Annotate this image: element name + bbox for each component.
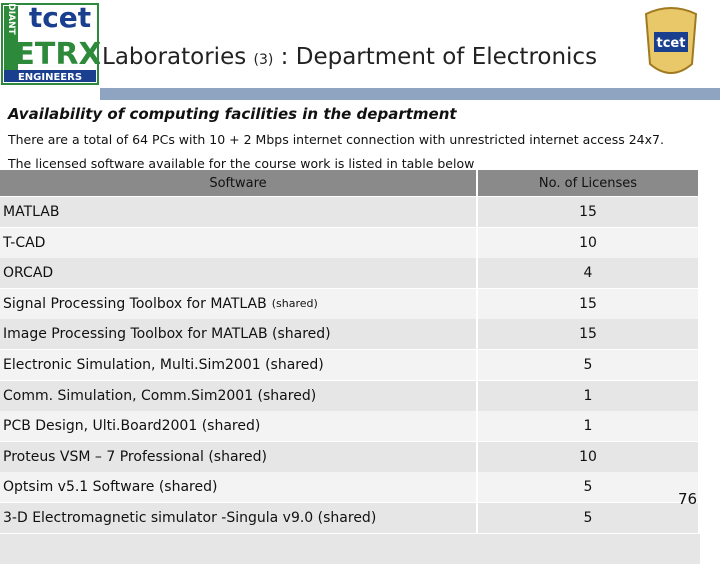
software-text: (shared) — [271, 297, 318, 311]
title-part: (3) — [253, 52, 274, 68]
license-cell: 15 — [478, 197, 700, 227]
logo-name: tcet — [29, 1, 91, 34]
table-row: PCB Design, Ulti.Board2001 (shared) 1 — [0, 411, 700, 443]
header-cell: Software — [0, 170, 478, 196]
software-cell: Signal Processing Toolbox for MATLAB (sha… — [0, 288, 478, 319]
paragraph-line: The licensed software available for the … — [8, 156, 475, 171]
title: Laboratories (3) : Department of Electro… — [102, 44, 597, 70]
table-row: T-CAD 10 — [0, 227, 700, 259]
license-cell: 1 — [478, 380, 700, 411]
license-cell: 1 — [478, 411, 700, 442]
license-cell: 4 — [478, 258, 700, 289]
table-row: Signal Processing Toolbox for MATLAB (sha… — [0, 288, 700, 320]
license-cell: 5 — [478, 503, 700, 533]
crest-text: tcet — [657, 36, 686, 51]
logo-main: ETRX — [14, 37, 100, 72]
subtitle: Availability of computing facilities in … — [8, 105, 457, 123]
software-text: Electronic Simulation, Multi.Sim2001 (sh… — [3, 357, 324, 373]
paragraph-line: There are a total of 64 PCs with 10 + 2 … — [8, 132, 664, 147]
table-row: Electronic Simulation, Multi.Sim2001 (sh… — [0, 350, 700, 381]
license-cell: 10 — [478, 441, 700, 472]
software-cell: Proteus VSM – 7 Professional (shared) — [0, 441, 478, 472]
title-bar — [100, 88, 720, 100]
table-row: MATLAB 15 — [0, 197, 700, 228]
table-row: Image Processing Toolbox for MATLAB (sha… — [0, 319, 700, 351]
page-number: 76 — [678, 490, 698, 508]
software-cell: T-CAD — [0, 227, 478, 258]
software-cell: Comm. Simulation, Comm.Sim2001 (shared) — [0, 380, 478, 411]
title-part: Laboratories — [102, 44, 247, 70]
table-row: 3-D Electromagnetic simulator -Singula v… — [0, 503, 700, 534]
software-cell: MATLAB — [0, 197, 478, 227]
software-text: Comm. Simulation, Comm.Sim2001 (shared) — [3, 387, 317, 404]
software-text: PCB Design, Ulti.Board2001 (shared) — [3, 418, 261, 435]
software-cell: ORCAD — [0, 258, 478, 289]
title-part: : Department of Electronics — [280, 44, 598, 70]
license-cell: 5 — [478, 350, 700, 380]
software-text: T-CAD — [3, 234, 46, 251]
license-cell: 10 — [478, 227, 700, 258]
software-text: Proteus VSM – 7 Professional (shared) — [3, 448, 267, 465]
software-text: Image Processing Toolbox for MATLAB (sha… — [3, 326, 331, 343]
header-cell: No. of Licenses — [478, 170, 700, 196]
table-row — [0, 533, 700, 564]
logo: tcet RADIANT ETRX ENGINEERS — [1, 0, 100, 85]
software-cell: Electronic Simulation, Multi.Sim2001 (sh… — [0, 350, 478, 380]
license-cell: 15 — [478, 319, 700, 350]
software-text: Optsim v5.1 Software (shared) — [3, 479, 218, 496]
logo-side-text: RADIANT — [6, 0, 16, 36]
table-row: Comm. Simulation, Comm.Sim2001 (shared) 1 — [0, 380, 700, 412]
software-cell: 3-D Electromagnetic simulator -Singula v… — [0, 503, 478, 533]
license-cell: 15 — [478, 288, 700, 319]
table-row: Proteus VSM – 7 Professional (shared) 10 — [0, 441, 700, 473]
crest: tcet — [644, 7, 698, 74]
software-cell: Optsim v5.1 Software (shared) — [0, 472, 478, 503]
software-cell: PCB Design, Ulti.Board2001 (shared) — [0, 411, 478, 442]
software-text: Signal Processing Toolbox for MATLAB — [3, 295, 267, 312]
software-text: MATLAB — [3, 204, 60, 220]
logo-side: RADIANT — [6, 0, 16, 36]
table-row: ORCAD 4 — [0, 258, 700, 290]
header-row: Software No. of Licenses — [0, 170, 700, 196]
software-cell: Image Processing Toolbox for MATLAB (sha… — [0, 319, 478, 350]
table-row: Optsim v5.1 Software (shared) 5 — [0, 472, 700, 504]
logo-bottom: ENGINEERS — [18, 72, 82, 83]
software-text: ORCAD — [3, 265, 54, 282]
license-cell: 5 — [478, 472, 700, 503]
software-text: 3-D Electromagnetic simulator -Singula v… — [3, 510, 377, 526]
